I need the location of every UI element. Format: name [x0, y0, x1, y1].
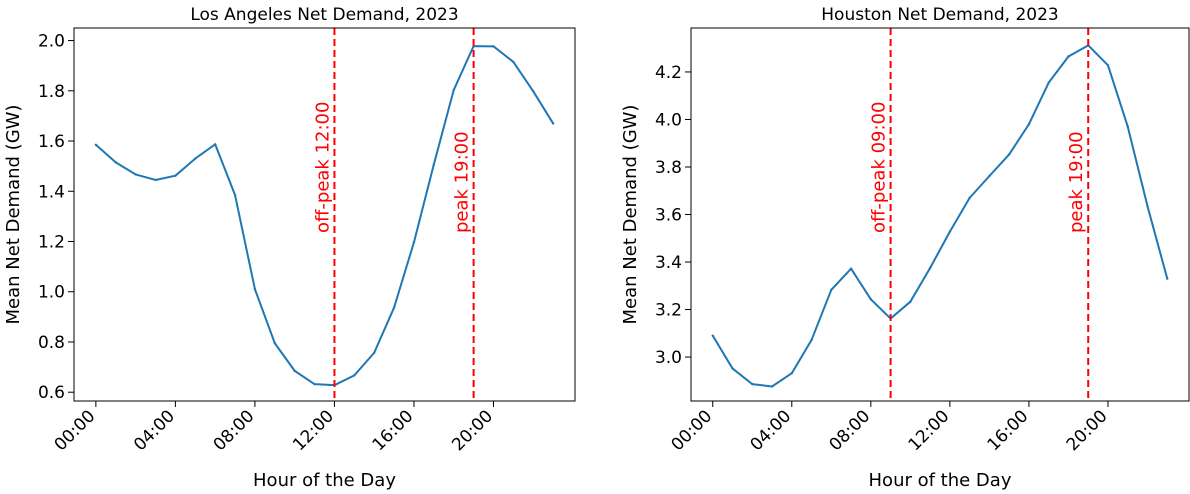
chart-title: Los Angeles Net Demand, 2023 [190, 5, 458, 25]
y-tick-label: 1.6 [38, 132, 65, 152]
data-point [731, 367, 734, 370]
data-point [273, 342, 276, 345]
x-axis-label: Hour of the Day [869, 470, 1012, 491]
chart-title: Houston Net Demand, 2023 [821, 5, 1058, 25]
data-point [1067, 55, 1070, 58]
data-point [253, 288, 257, 291]
y-axis-label: Mean Net Demand (GW) [3, 105, 24, 325]
y-tick-label: 3.4 [655, 253, 682, 273]
annotation-label: peak 19:00 [452, 131, 473, 233]
y-axis-label: Mean Net Demand (GW) [620, 105, 641, 325]
y-tick-label: 0.6 [38, 383, 65, 403]
x-axis-label: Hour of the Day [253, 470, 396, 491]
y-tick-label: 1.0 [38, 283, 65, 303]
data-point [810, 338, 813, 342]
annotation-label: off-peak 12:00 [312, 102, 333, 233]
data-point [174, 174, 177, 177]
data-point [751, 382, 754, 386]
data-point [1106, 64, 1110, 67]
data-point [532, 90, 535, 93]
data-point [492, 45, 495, 48]
data-point [1027, 123, 1031, 126]
data-point [551, 122, 555, 125]
data-point [512, 60, 515, 64]
data-point [432, 163, 436, 166]
data-point [154, 178, 157, 182]
data-point [928, 266, 932, 270]
data-point [988, 174, 991, 178]
data-point [134, 173, 137, 176]
data-point [1047, 81, 1050, 84]
data-point [711, 334, 714, 337]
y-tick-label: 4.2 [655, 63, 682, 83]
series-line [711, 44, 1169, 388]
data-point [94, 143, 98, 146]
data-point [313, 382, 316, 386]
data-point [1146, 204, 1149, 208]
data-point [1166, 277, 1169, 280]
data-point [869, 298, 873, 301]
data-point [1007, 153, 1011, 156]
y-tick-label: 3.2 [655, 301, 682, 321]
data-point [293, 369, 296, 373]
plot-frame [690, 27, 1190, 402]
data-point [233, 193, 237, 197]
data-point [790, 372, 793, 375]
data-point [948, 230, 952, 233]
y-tick-label: 3.6 [655, 206, 682, 226]
data-point [452, 88, 455, 92]
data-point [353, 374, 356, 377]
y-tick-label: 1.8 [38, 82, 65, 102]
data-point [909, 300, 912, 303]
y-tick-label: 3.0 [655, 348, 682, 368]
y-tick-label: 3.8 [655, 158, 682, 178]
data-point [194, 157, 197, 160]
y-tick-label: 2.0 [38, 32, 65, 52]
y-tick-label: 1.2 [38, 233, 65, 253]
data-point [770, 385, 774, 388]
data-point [968, 196, 971, 200]
data-point [1126, 125, 1129, 128]
data-point [392, 306, 396, 309]
plot-frame [73, 27, 576, 402]
y-tick-label: 1.4 [38, 182, 65, 202]
data-point [213, 143, 217, 146]
data-point [373, 351, 376, 354]
y-tick-label: 0.8 [38, 333, 65, 353]
annotation-label: off-peak 09:00 [869, 102, 890, 233]
data-point [849, 267, 853, 270]
y-tick-label: 4.0 [655, 110, 682, 130]
annotation-label: peak 19:00 [1066, 131, 1087, 233]
series-line [95, 45, 554, 387]
data-point [412, 241, 416, 244]
data-point [114, 161, 117, 164]
data-point [830, 288, 833, 292]
